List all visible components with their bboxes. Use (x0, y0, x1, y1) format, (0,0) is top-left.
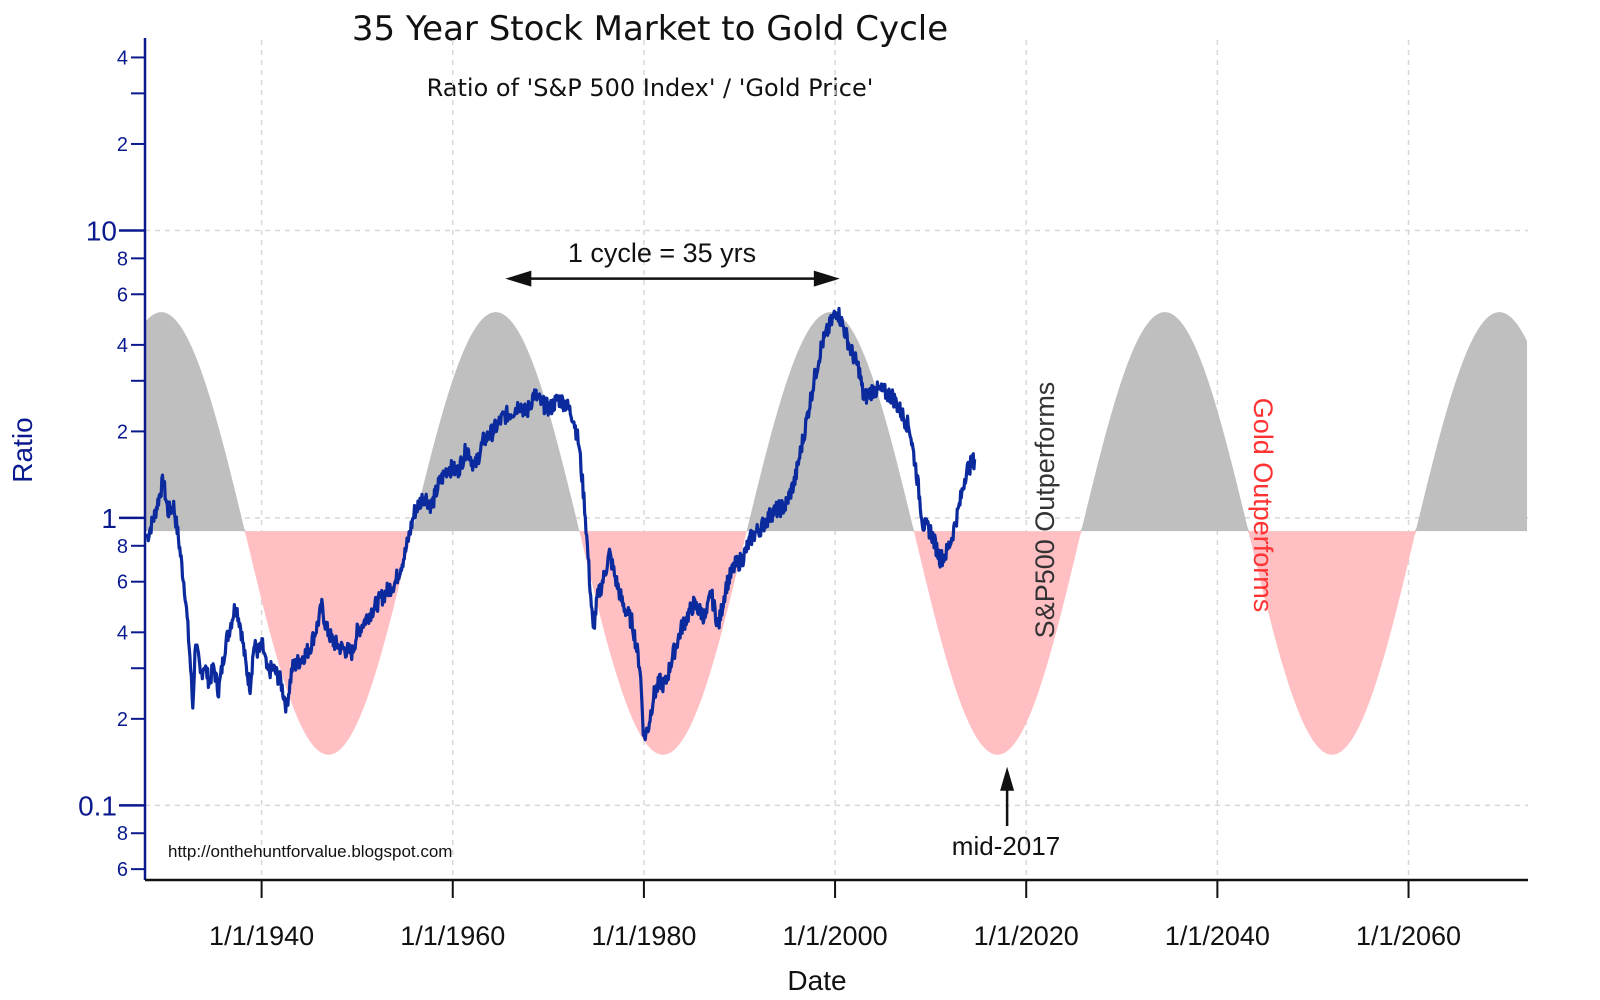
x-tick-label: 1/1/2040 (1165, 921, 1270, 951)
arrow-left-head-icon (505, 270, 532, 287)
chart-title: 35 Year Stock Market to Gold Cycle (352, 9, 948, 49)
y-minor-tick-label: 6 (117, 284, 128, 306)
y-major-tick-label: 10 (86, 216, 117, 247)
y-major-tick-label: 0.1 (78, 790, 117, 821)
stock-outperform-band (145, 312, 1528, 532)
arrow-right-head-icon (813, 270, 840, 287)
x-tick-label: 1/1/1980 (591, 921, 696, 951)
y-minor-tick-label: 8 (117, 536, 128, 558)
y-minor-tick-label: 8 (117, 248, 128, 270)
sp500-outperforms-label: S&P500 Outperforms (1030, 382, 1060, 639)
cycle-annotation-label: 1 cycle = 35 yrs (568, 238, 756, 268)
y-axis-label: Ratio (7, 417, 38, 482)
y-minor-tick-label: 8 (117, 823, 128, 845)
axes (143, 38, 1528, 882)
mid-2017-label: mid-2017 (952, 831, 1060, 861)
ticks: 1/1/1940 1/1/1960 1/1/1980 1/1/2000 1/1/2020… (78, 47, 1461, 951)
ratio-series-line (145, 306, 977, 742)
y-minor-tick-label: 4 (117, 335, 128, 357)
x-axis-label: Date (787, 965, 846, 996)
y-minor-tick-label: 2 (117, 421, 128, 443)
y-minor-tick-label: 2 (117, 134, 128, 156)
annotations (505, 270, 1015, 826)
gold-outperform-band (145, 531, 1528, 755)
arrow-up-head-icon (1000, 766, 1015, 791)
gold-outperforms-label: Gold Outperforms (1248, 398, 1278, 613)
cycle-bands (145, 312, 1528, 755)
y-minor-tick-label: 6 (117, 572, 128, 594)
y-minor-tick-label: 6 (117, 859, 128, 881)
y-minor-tick-label: 4 (117, 622, 128, 644)
x-tick-label: 1/1/2060 (1356, 921, 1461, 951)
x-tick-label: 1/1/1940 (209, 921, 314, 951)
y-major-tick-label: 1 (101, 503, 117, 534)
x-tick-label: 1/1/1960 (400, 921, 505, 951)
x-tick-label: 1/1/2020 (974, 921, 1079, 951)
series-group (145, 306, 977, 742)
x-tick-label: 1/1/2000 (783, 921, 888, 951)
y-minor-tick-label: 4 (117, 47, 128, 69)
source-url-label: http://onthehuntforvalue.blogspot.com (168, 842, 452, 861)
chart-subtitle: Ratio of 'S&P 500 Index' / 'Gold Price' (427, 74, 874, 102)
y-minor-tick-label: 2 (117, 709, 128, 731)
